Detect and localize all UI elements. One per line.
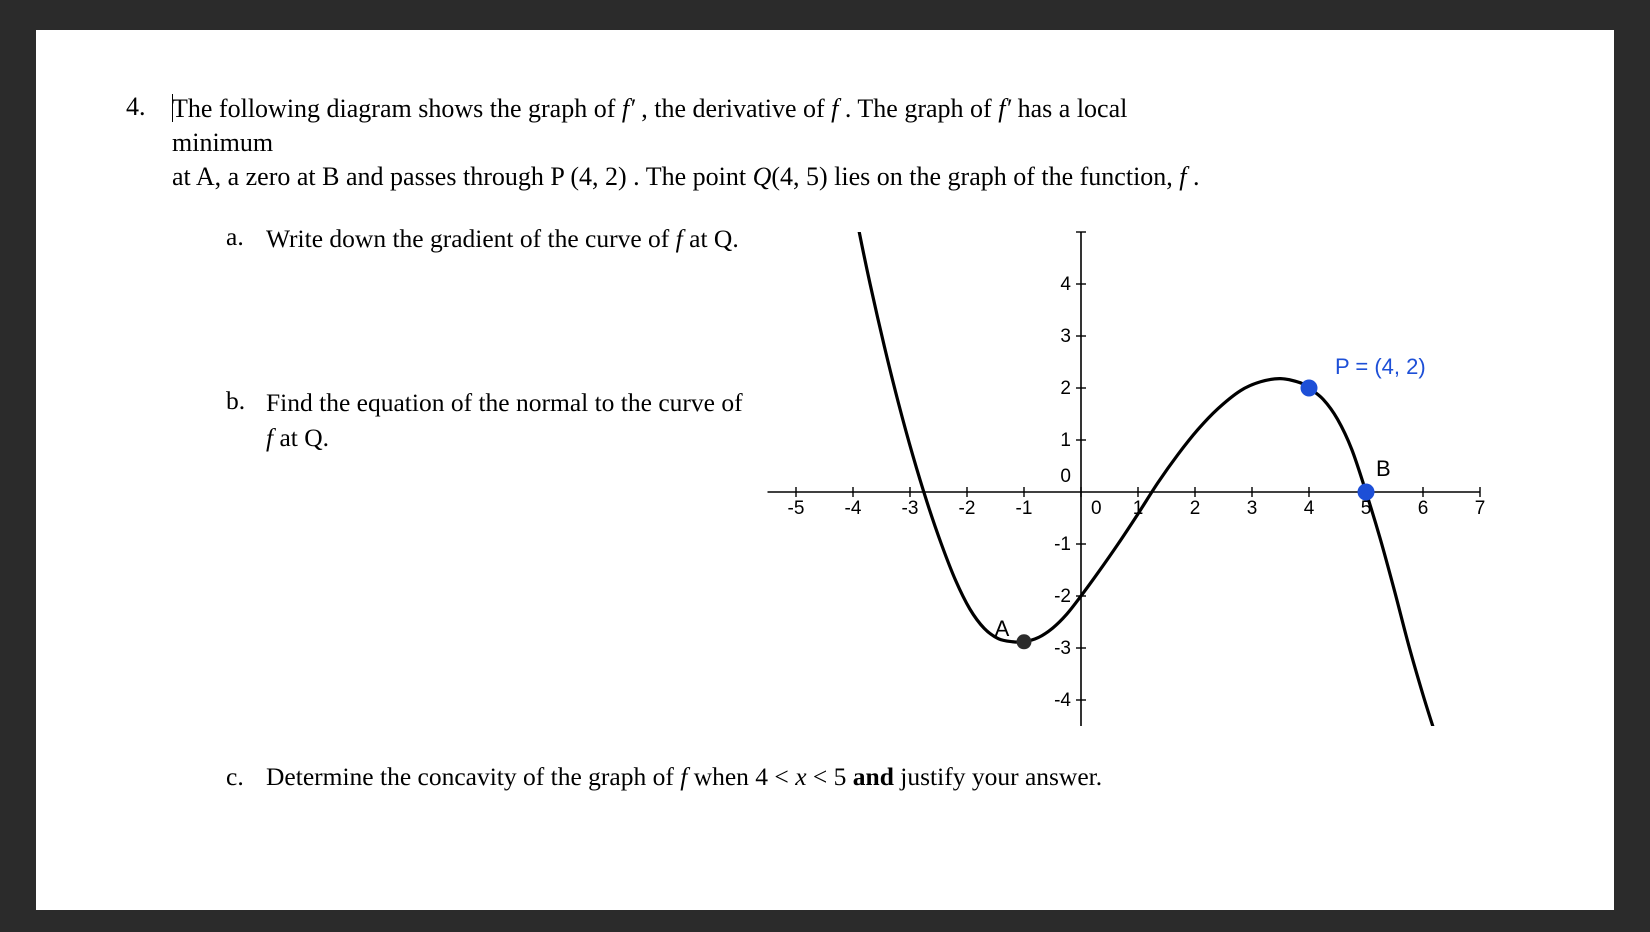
svg-text:3: 3 <box>1247 498 1258 519</box>
part-c-text: < 5 <box>807 762 853 791</box>
question-number: 4. <box>126 92 146 122</box>
intro-text: T <box>172 94 188 123</box>
intro-fprime: f′ <box>998 94 1011 123</box>
question-intro: The following diagram shows the graph of… <box>172 92 1212 193</box>
part-c: c. Determine the concavity of the graph … <box>226 762 1426 792</box>
intro-fprime: f′ <box>622 94 635 123</box>
part-c-x: x <box>795 762 806 791</box>
svg-text:-2: -2 <box>1054 586 1071 607</box>
svg-text:6: 6 <box>1418 498 1429 519</box>
part-a-f: f <box>676 224 683 253</box>
part-text: Find the equation of the normal to the c… <box>266 386 756 455</box>
svg-text:3: 3 <box>1060 326 1071 347</box>
intro-text: , the derivative of <box>635 94 831 123</box>
part-a-text: Write down the gradient of the curve of <box>266 224 676 253</box>
svg-text:2: 2 <box>1190 498 1201 519</box>
parts-list: a. Write down the gradient of the curve … <box>226 222 756 585</box>
intro-text: at A, a zero at B and passes through P (… <box>172 162 753 191</box>
svg-text:0: 0 <box>1091 498 1102 519</box>
svg-text:B: B <box>1376 456 1391 481</box>
intro-text: . <box>1187 162 1200 191</box>
part-c-text: Determine the concavity of the graph of <box>266 762 680 791</box>
part-b: b. Find the equation of the normal to th… <box>226 386 756 455</box>
part-label: b. <box>226 386 252 455</box>
part-text: Write down the gradient of the curve of … <box>266 222 739 256</box>
intro-text: (4, 5) lies on the graph of the function… <box>771 162 1179 191</box>
part-label: a. <box>226 222 252 256</box>
intro-f: f <box>1179 162 1186 191</box>
svg-text:-4: -4 <box>1054 690 1071 711</box>
svg-text:-3: -3 <box>1054 638 1071 659</box>
part-b-text: at Q. <box>273 423 329 452</box>
chart-svg: -5-4-3-2-101234567-4-3-2-112340AP = (4, … <box>754 202 1524 742</box>
svg-text:-1: -1 <box>1054 534 1071 555</box>
svg-text:7: 7 <box>1475 498 1486 519</box>
svg-text:-5: -5 <box>788 498 805 519</box>
svg-text:0: 0 <box>1060 466 1071 487</box>
part-text: Determine the concavity of the graph of … <box>266 762 1102 792</box>
intro-Q: Q <box>753 162 772 191</box>
intro-text: . The graph of <box>838 94 998 123</box>
svg-text:4: 4 <box>1060 274 1071 295</box>
svg-text:1: 1 <box>1060 430 1071 451</box>
svg-text:-4: -4 <box>845 498 862 519</box>
part-label: c. <box>226 762 252 792</box>
intro-text: he following diagram shows the graph of <box>188 94 622 123</box>
svg-text:A: A <box>995 616 1010 641</box>
svg-text:-2: -2 <box>959 498 976 519</box>
part-c-text: when 4 < <box>687 762 795 791</box>
svg-text:4: 4 <box>1304 498 1315 519</box>
svg-text:P = (4, 2): P = (4, 2) <box>1335 354 1426 379</box>
svg-text:-3: -3 <box>902 498 919 519</box>
part-b-text: Find the equation of the normal to the c… <box>266 388 743 417</box>
page: 4. The following diagram shows the graph… <box>36 30 1614 910</box>
part-c-and: and <box>853 762 894 791</box>
part-a: a. Write down the gradient of the curve … <box>226 222 756 256</box>
svg-text:2: 2 <box>1060 378 1071 399</box>
part-c-text: justify your answer. <box>894 762 1102 791</box>
svg-text:-1: -1 <box>1016 498 1033 519</box>
derivative-chart: -5-4-3-2-101234567-4-3-2-112340AP = (4, … <box>754 202 1524 752</box>
part-a-text: at Q. <box>683 224 739 253</box>
